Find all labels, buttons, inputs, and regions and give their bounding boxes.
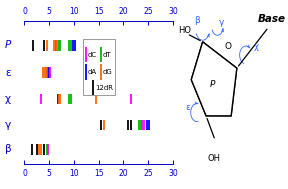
Text: dG: dG: [103, 69, 112, 75]
Text: β: β: [194, 16, 200, 25]
FancyBboxPatch shape: [83, 40, 115, 95]
Text: β: β: [5, 144, 11, 154]
Text: ε: ε: [5, 67, 11, 77]
Text: dC: dC: [88, 52, 97, 57]
Text: Base: Base: [258, 14, 286, 24]
Text: γ: γ: [219, 18, 225, 27]
Text: O: O: [224, 42, 231, 51]
Text: χ: χ: [253, 42, 259, 51]
Text: γ: γ: [5, 120, 11, 130]
Polygon shape: [191, 42, 237, 116]
Text: dA: dA: [88, 69, 97, 75]
Text: χ: χ: [5, 94, 11, 104]
Text: P: P: [5, 40, 11, 50]
Text: P: P: [210, 80, 216, 89]
Text: dT: dT: [103, 52, 111, 57]
Text: HO: HO: [178, 26, 191, 35]
Text: 12dR: 12dR: [95, 85, 113, 91]
Text: ε: ε: [185, 103, 190, 112]
Text: OH: OH: [208, 154, 221, 163]
